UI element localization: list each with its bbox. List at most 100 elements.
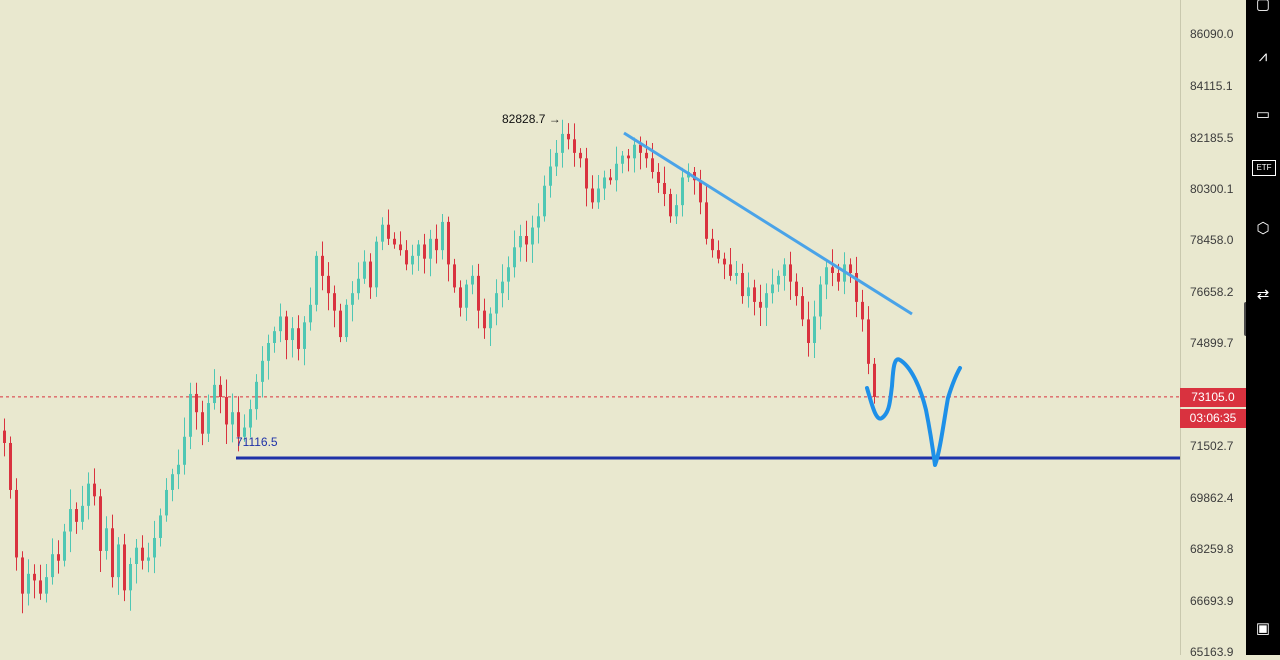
candle-body <box>171 474 174 490</box>
candle-body <box>27 573 30 594</box>
candle-body <box>273 331 276 343</box>
top-tool-icon[interactable]: ▢ <box>1255 0 1271 13</box>
candle-body <box>117 544 120 578</box>
candle-body <box>807 319 810 343</box>
candle-body <box>87 483 90 506</box>
candle-body <box>615 163 618 181</box>
convert-icon[interactable]: ⇄ <box>1256 286 1270 303</box>
candle-body <box>219 384 222 397</box>
candle-body <box>255 381 258 410</box>
monitor-icon[interactable]: ▭ <box>1255 106 1271 123</box>
candle-body <box>519 235 522 248</box>
candle-body <box>477 275 480 311</box>
candle-body <box>717 250 720 259</box>
candle-body <box>159 515 162 538</box>
candle-body <box>123 544 126 591</box>
price-tick-label: 66693.9 <box>1190 594 1234 608</box>
price-tick-label: 82185.5 <box>1190 131 1234 145</box>
candle-body <box>153 537 156 558</box>
candle-body <box>525 235 528 245</box>
drawn-projection-path[interactable] <box>865 357 962 467</box>
candle-body <box>261 360 264 382</box>
candle-body <box>75 509 78 522</box>
candle-body <box>609 177 612 181</box>
candle-body <box>831 267 834 273</box>
candle-body <box>297 328 300 349</box>
candle-body <box>855 272 858 302</box>
price-chart[interactable] <box>0 0 1180 655</box>
candle-body <box>327 275 330 294</box>
candle-body <box>777 275 780 285</box>
layout-icon[interactable]: ▣ <box>1255 620 1271 637</box>
candle-body <box>639 144 642 153</box>
candle-body <box>249 409 252 428</box>
price-tick-label: 68259.8 <box>1190 542 1234 556</box>
candle-body <box>861 301 864 320</box>
candle-body <box>591 188 594 203</box>
candle-body <box>447 221 450 265</box>
candle-body <box>483 310 486 329</box>
candle-body <box>747 287 750 297</box>
candle-body <box>795 281 798 297</box>
candle-body <box>183 436 186 465</box>
candle-body <box>837 272 840 282</box>
candle-body <box>267 342 270 361</box>
support-price-label: 71116.5 <box>236 435 278 449</box>
candle-body <box>495 293 498 314</box>
candle-body <box>165 489 168 516</box>
candles-group <box>3 119 876 614</box>
trend-line[interactable] <box>623 131 913 316</box>
candle-body <box>471 275 474 285</box>
candle-body <box>429 238 432 259</box>
candle-body <box>33 573 36 581</box>
candle-body <box>417 244 420 256</box>
candle-body <box>339 310 342 338</box>
candle-body <box>549 166 552 186</box>
candle-body <box>627 155 630 159</box>
price-tick-label: 80300.1 <box>1190 182 1234 196</box>
candle-body <box>633 144 636 159</box>
candle-body <box>3 430 6 443</box>
candle-body <box>177 464 180 475</box>
candle-body <box>15 489 18 558</box>
candle-body <box>279 316 282 332</box>
candle-body <box>195 393 198 413</box>
indicators-icon[interactable]: ⩘ <box>1258 48 1268 65</box>
candle-body <box>789 264 792 282</box>
chart-area[interactable]: 82828.7 → 71116.5 <box>0 0 1180 655</box>
candle-body <box>729 264 732 276</box>
candle-body <box>435 238 438 251</box>
candle-body <box>147 557 150 561</box>
candle-body <box>669 194 672 217</box>
candle-body <box>363 261 366 279</box>
candle-body <box>741 272 744 297</box>
candle-body <box>357 278 360 294</box>
candle-body <box>705 202 708 239</box>
candle-body <box>651 158 654 172</box>
candle-body <box>201 412 204 434</box>
lightning-icon[interactable]: ⬡ <box>1256 220 1270 237</box>
candle-body <box>381 224 384 242</box>
price-tick-label: 84115.1 <box>1190 79 1233 93</box>
candle-body <box>567 133 570 140</box>
candle-body <box>603 177 606 189</box>
candle-body <box>699 180 702 203</box>
candle-body <box>543 185 546 217</box>
price-tick-label: 78458.0 <box>1190 233 1234 247</box>
candle-body <box>819 284 822 317</box>
current-price-box: 73105.0 <box>1180 388 1246 407</box>
candle-body <box>93 483 96 497</box>
candle-body <box>441 221 444 251</box>
price-tick-label: 65163.9 <box>1190 645 1234 659</box>
candle-body <box>663 182 666 195</box>
candle-body <box>213 384 216 404</box>
candle-body <box>399 244 402 251</box>
candle-body <box>135 547 138 564</box>
candle-body <box>51 554 54 578</box>
etf-icon[interactable]: ETF <box>1252 160 1276 176</box>
candle-body <box>105 528 108 551</box>
candle-body <box>585 158 588 189</box>
price-axis[interactable]: 86090.0 84115.1 82185.5 80300.1 78458.0 … <box>1180 0 1247 659</box>
candle-body <box>597 188 600 203</box>
candle-body <box>657 171 660 183</box>
